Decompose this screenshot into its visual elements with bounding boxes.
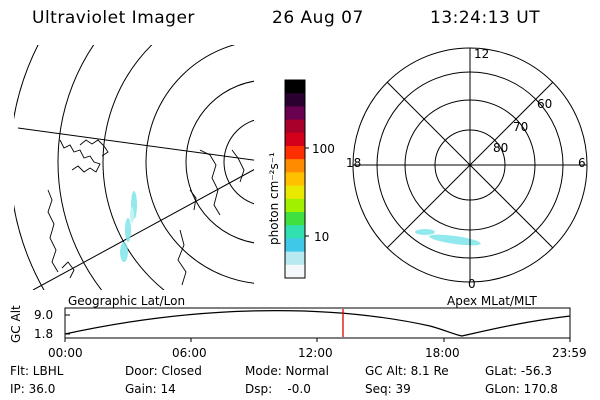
aurora-emission: [120, 191, 137, 262]
altitude-plot: [64, 307, 571, 342]
footer-door: Door: Closed: [125, 364, 202, 378]
colorbar: [285, 80, 305, 279]
colorbar-unit-label: photon cm⁻²s⁻¹: [267, 152, 281, 245]
altitude-curve: [64, 310, 571, 337]
mlt-0-label: 0: [468, 277, 476, 291]
polar-panel-label: Apex MLat/MLT: [447, 294, 537, 308]
colorbar-band: [285, 119, 305, 134]
footer-dsp: Dsp: -0.0: [245, 382, 311, 396]
mlt-6-label: 6: [578, 156, 586, 170]
colorbar-band: [285, 212, 305, 226]
colorbar-tick-label-100: 100: [312, 142, 335, 156]
longitude-lines: [17, 127, 254, 290]
colorbar-band: [285, 225, 305, 239]
coastlines: [47, 139, 245, 286]
x-tick-1200: 12:00: [298, 346, 333, 360]
instrument-title: Ultraviolet Imager: [32, 8, 195, 28]
colorbar-band: [285, 185, 305, 200]
footer-mode: Mode: Normal: [245, 364, 329, 378]
geographic-panel-label: Geographic Lat/Lon: [68, 294, 186, 308]
polar-aurora: [415, 229, 481, 246]
footer-gc-alt: GC Alt: 8.1 Re: [365, 364, 449, 378]
footer-filter: Flt: LBHL: [10, 364, 64, 378]
altitude-plot-frame: [64, 307, 571, 339]
colorbar-band: [285, 251, 305, 266]
colorbar-band: [285, 264, 305, 279]
polar-diagonal-2: [386, 81, 554, 249]
mlt-18-label: 18: [346, 156, 362, 170]
time-label: 13:24:13 UT: [430, 8, 541, 28]
colorbar-band: [285, 106, 305, 121]
colorbar-band: [285, 198, 305, 213]
x-tick-0600: 06:00: [172, 346, 207, 360]
colorbar-band: [285, 159, 305, 173]
colorbar-band: [285, 172, 305, 187]
footer-ip: IP: 36.0: [10, 382, 56, 396]
colorbar-band: [285, 80, 305, 94]
colorbar-tick-label-10: 10: [314, 230, 330, 244]
mlt-12-label: 12: [474, 47, 490, 61]
footer-gain: Gain: 14: [125, 382, 176, 396]
lat-60-label: 60: [537, 97, 553, 111]
lat-80-label: 80: [493, 141, 509, 155]
latitude-arcs: [14, 45, 254, 290]
footer-glon: GLon: 170.8: [485, 382, 558, 396]
x-tick-1800: 18:00: [425, 346, 460, 360]
colorbar-band: [285, 132, 305, 147]
x-tick-2359: 23:59: [552, 346, 587, 360]
altitude-y-bottom: 1.8: [34, 327, 54, 341]
altitude-y-top: 9.0: [34, 308, 54, 322]
colorbar-band: [285, 146, 305, 160]
footer-seq: Seq: 39: [365, 382, 411, 396]
colorbar-frame: [284, 79, 306, 279]
lat-70-label: 70: [513, 120, 529, 134]
colorbar-band: [285, 93, 305, 107]
footer-glat: GLat: -56.3: [485, 364, 552, 378]
geographic-map: [14, 45, 254, 290]
colorbar-band: [285, 238, 305, 253]
altitude-ylabel: GC Alt: [9, 305, 23, 343]
date-label: 26 Aug 07: [272, 8, 364, 28]
x-tick-0000: 00:00: [48, 346, 83, 360]
polar-plot: [352, 47, 588, 283]
